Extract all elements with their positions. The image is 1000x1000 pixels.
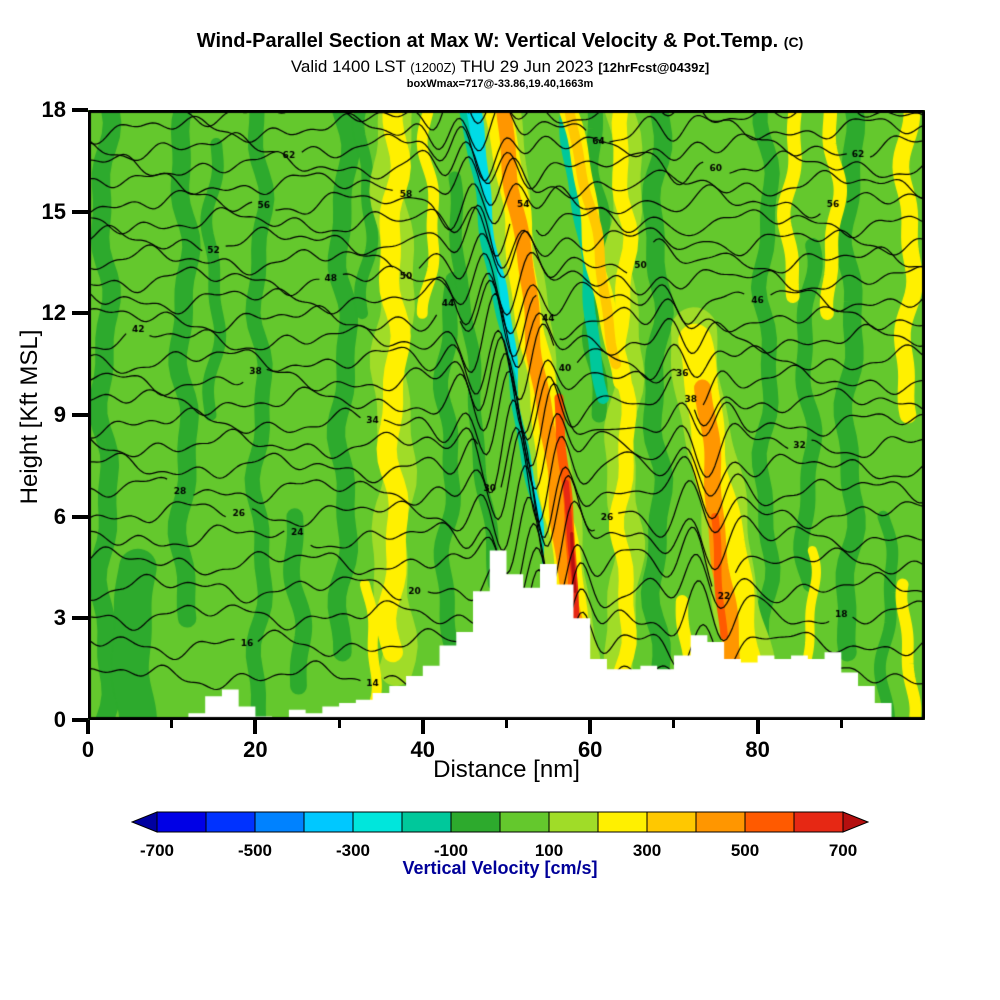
colorbar-tick-label: 300 bbox=[633, 841, 661, 860]
x-tick bbox=[253, 720, 258, 734]
colorbar-arrow-right bbox=[842, 811, 869, 833]
y-tick bbox=[72, 514, 88, 519]
x-tick-label: 40 bbox=[410, 737, 436, 762]
colorbar-segment bbox=[597, 811, 648, 833]
x-tick-label: 80 bbox=[745, 737, 770, 762]
zulu-time: (1200Z) bbox=[410, 60, 456, 75]
colorbar-tick-label: -100 bbox=[434, 841, 468, 860]
colorbar-tick-label: 500 bbox=[731, 841, 759, 860]
x-minor-tick bbox=[170, 720, 174, 728]
y-tick bbox=[72, 616, 88, 621]
y-tick-label: 6 bbox=[53, 503, 66, 529]
y-tick-label: 9 bbox=[53, 402, 66, 427]
chart-title-text: Wind-Parallel Section at Max W: Vertical… bbox=[196, 30, 779, 52]
x-tick bbox=[86, 720, 90, 734]
colorbar-tick-label: -700 bbox=[140, 841, 174, 860]
y-tick-label: 18 bbox=[41, 97, 66, 122]
colorbar-segment bbox=[646, 811, 697, 833]
chart-subtitle: Valid 1400 LST (1200Z) THU 29 Jun 2023 [… bbox=[0, 57, 1000, 77]
x-minor-tick bbox=[672, 720, 676, 728]
colorbar-segment bbox=[303, 811, 354, 833]
colorbar-tick-label: -500 bbox=[238, 841, 272, 860]
colorbar-segment bbox=[205, 811, 256, 833]
y-tick bbox=[72, 311, 88, 316]
y-tick bbox=[72, 718, 88, 722]
y-axis-label: Height [Kft MSL] bbox=[16, 329, 43, 505]
y-tick bbox=[72, 413, 88, 417]
y-tick bbox=[72, 209, 88, 214]
chart-title-units: (C) bbox=[783, 34, 804, 50]
x-tick bbox=[588, 720, 593, 734]
forecast-tag: [12hrFcst@0439z] bbox=[598, 60, 710, 75]
x-minor-tick bbox=[337, 720, 341, 728]
colorbar-tick-label: -300 bbox=[336, 841, 370, 860]
colorbar-segment bbox=[793, 811, 844, 833]
y-tick-label: 3 bbox=[53, 605, 66, 631]
colorbar-arrow-left bbox=[131, 811, 158, 833]
y-tick bbox=[72, 108, 88, 112]
colorbar-segment bbox=[156, 811, 207, 833]
colorbar-segment bbox=[352, 811, 403, 833]
x-tick-label: 0 bbox=[81, 737, 95, 762]
colorbar-tick-label: 100 bbox=[535, 841, 563, 860]
colorbar-segment bbox=[695, 811, 746, 833]
y-tick-label: 0 bbox=[53, 707, 66, 732]
section-plot bbox=[88, 110, 925, 720]
y-tick-label: 12 bbox=[41, 300, 66, 326]
x-tick-label: 60 bbox=[577, 737, 603, 762]
chart-title: Wind-Parallel Section at Max W: Vertical… bbox=[0, 30, 1000, 53]
colorbar: -700 -500 -300 -100 100 300 500 700 bbox=[131, 811, 869, 860]
colorbar-segment bbox=[499, 811, 550, 833]
colorbar-segment bbox=[548, 811, 599, 833]
valid-time: Valid 1400 LST bbox=[290, 57, 406, 76]
colorbar-tick-label: 700 bbox=[829, 841, 857, 860]
valid-date: THU 29 Jun 2023 bbox=[460, 57, 594, 76]
x-tick bbox=[420, 720, 425, 734]
colorbar-segment bbox=[744, 811, 795, 833]
x-minor-tick bbox=[839, 720, 843, 728]
colorbar-segment bbox=[401, 811, 452, 833]
colorbar-segment bbox=[254, 811, 305, 833]
x-tick bbox=[755, 720, 760, 734]
wmax-annotation: boxWmax=717@-33.86,19.40,1663m bbox=[406, 78, 594, 90]
x-axis-label: Distance [nm] bbox=[433, 756, 580, 783]
colorbar-segment bbox=[450, 811, 501, 833]
y-tick-label: 15 bbox=[41, 198, 66, 224]
x-minor-tick bbox=[505, 720, 508, 728]
colorbar-label: Vertical Velocity [cm/s] bbox=[402, 858, 598, 878]
x-tick-label: 20 bbox=[243, 737, 268, 762]
